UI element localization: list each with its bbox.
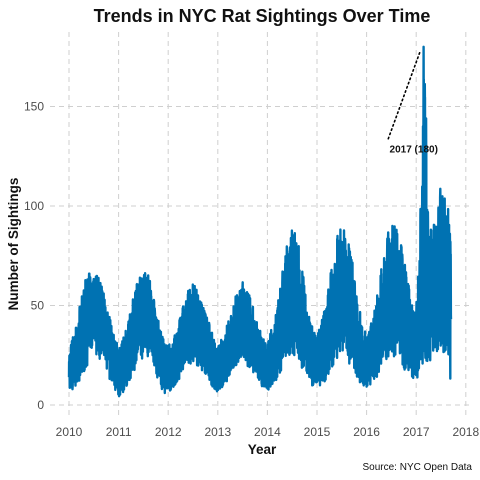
annotation-label: 2017 (180) [390, 144, 438, 155]
x-tick-label: 2015 [304, 425, 331, 439]
y-tick-label: 150 [24, 100, 44, 114]
x-tick-labels: 2010 2011 2012 2013 2014 2015 2016 2017 2018 [56, 425, 480, 439]
chart-title: Trends in NYC Rat Sightings Over Time [94, 6, 431, 26]
x-tick-label: 2018 [452, 425, 479, 439]
annotation-layer: 2017 (180) [386, 51, 438, 155]
x-tick-label: 2013 [204, 425, 231, 439]
x-tick-label: 2017 [403, 425, 430, 439]
series-layer [67, 45, 453, 398]
y-tick-label: 50 [31, 299, 45, 313]
x-tick-label: 2016 [353, 425, 380, 439]
x-axis-title: Year [248, 442, 277, 457]
x-tick-label: 2014 [254, 425, 281, 439]
series-line-0 [67, 45, 453, 398]
y-tick-labels: 0 50 100 150 [24, 100, 44, 413]
y-axis-title: Number of Sightings [6, 178, 21, 311]
x-tick-label: 2011 [106, 425, 132, 439]
x-tick-label: 2010 [56, 425, 83, 439]
annotation-leader-line [386, 51, 421, 142]
source-caption: Source: NYC Open Data [363, 462, 473, 473]
x-tick-label: 2012 [155, 425, 182, 439]
y-tick-label: 0 [37, 398, 44, 412]
y-tick-label: 100 [24, 199, 44, 213]
